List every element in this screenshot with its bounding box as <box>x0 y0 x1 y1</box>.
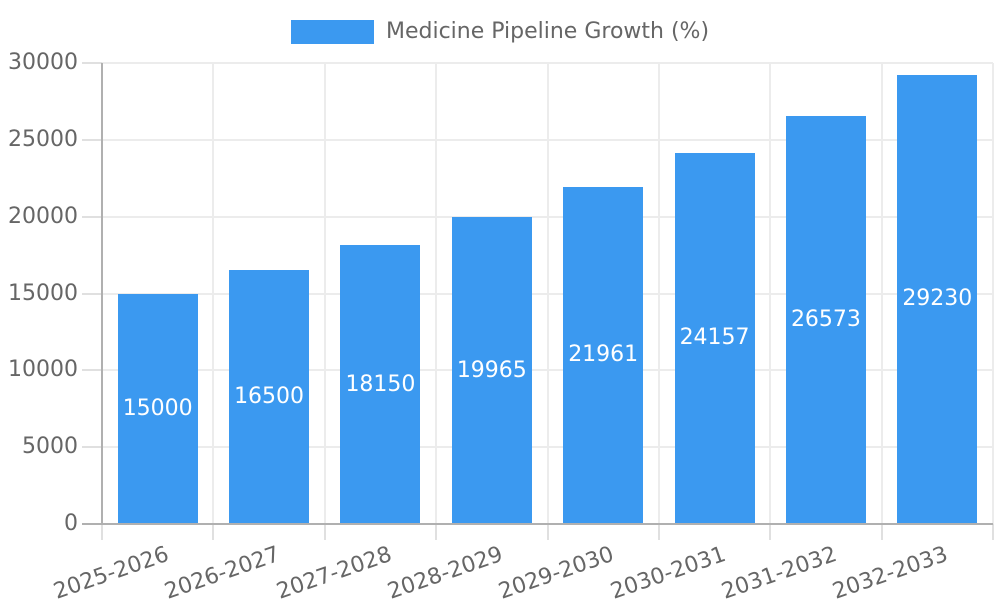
bar-2028-2029[interactable]: 19965 <box>451 217 532 524</box>
legend-label[interactable]: Medicine Pipeline Growth (%) <box>385 19 710 44</box>
x-tick-mark <box>546 524 549 540</box>
bar-2031-2032[interactable]: 26573 <box>785 115 866 524</box>
x-tick-mark <box>212 524 215 540</box>
bar-2027-2028[interactable]: 18150 <box>340 245 421 524</box>
bar-value-label: 16500 <box>234 384 305 410</box>
bar-value-label: 19965 <box>456 357 527 383</box>
y-tick-label: 15000 <box>8 280 78 306</box>
bar-2029-2030[interactable]: 21961 <box>563 186 644 524</box>
y-tick-label: 5000 <box>22 434 78 460</box>
gridline-vertical <box>323 63 326 524</box>
y-tick-label: 30000 <box>8 50 78 75</box>
y-tick-label: 25000 <box>8 126 78 152</box>
bar-value-label: 26573 <box>790 306 861 332</box>
legend: Medicine Pipeline Growth (%) <box>0 20 1000 44</box>
bar-value-label: 24157 <box>679 325 750 351</box>
x-tick-label: 2026-2027 <box>161 542 284 600</box>
y-tick-label: 10000 <box>8 357 78 383</box>
x-tick-mark <box>101 524 103 540</box>
x-tick-mark <box>992 524 994 540</box>
bar-value-label: 18150 <box>345 371 416 397</box>
bar-value-label: 21961 <box>568 342 639 368</box>
bar-value-label: 15000 <box>122 395 193 421</box>
plot-area: 15000 16500 18150 19965 21961 24157 26573 29230 <box>82 62 994 540</box>
gridline-vertical <box>546 63 549 524</box>
x-tick-label: 2032-2033 <box>829 542 952 600</box>
y-tick-label: 20000 <box>8 203 78 229</box>
legend-swatch[interactable] <box>290 20 374 44</box>
y-axis-line <box>101 63 103 524</box>
gridline-vertical <box>769 63 772 524</box>
x-tick-mark <box>657 524 660 540</box>
y-tick-mark <box>82 62 102 64</box>
gridline-vertical <box>435 63 438 524</box>
bar-2026-2027[interactable]: 16500 <box>229 270 310 524</box>
x-tick-mark <box>880 524 883 540</box>
bar-2030-2031[interactable]: 24157 <box>674 152 755 524</box>
gridline-vertical <box>657 63 660 524</box>
bar-value-label: 29230 <box>902 286 973 312</box>
x-tick-mark <box>323 524 326 540</box>
x-axis-line <box>82 523 993 525</box>
x-tick-mark <box>769 524 772 540</box>
x-tick-label: 2027-2028 <box>273 542 395 600</box>
y-tick-mark <box>82 138 102 141</box>
y-tick-label: 0 <box>64 511 78 536</box>
x-tick-label: 2030-2031 <box>607 542 729 600</box>
x-tick-mark <box>435 524 438 540</box>
y-tick-mark <box>82 292 102 295</box>
bar-2025-2026[interactable]: 15000 <box>117 293 198 524</box>
x-tick-label: 2028-2029 <box>384 542 506 600</box>
y-tick-mark <box>82 215 102 218</box>
x-tick-label: 2031-2032 <box>718 542 841 600</box>
gridline-vertical <box>212 63 215 524</box>
x-tick-label: 2025-2026 <box>50 542 172 600</box>
x-tick-label: 2029-2030 <box>495 542 618 600</box>
gridline-vertical <box>880 63 883 524</box>
y-tick-mark <box>82 369 102 372</box>
gridline-vertical <box>992 63 994 524</box>
bar-2032-2033[interactable]: 29230 <box>897 74 978 524</box>
y-tick-mark <box>82 446 102 449</box>
